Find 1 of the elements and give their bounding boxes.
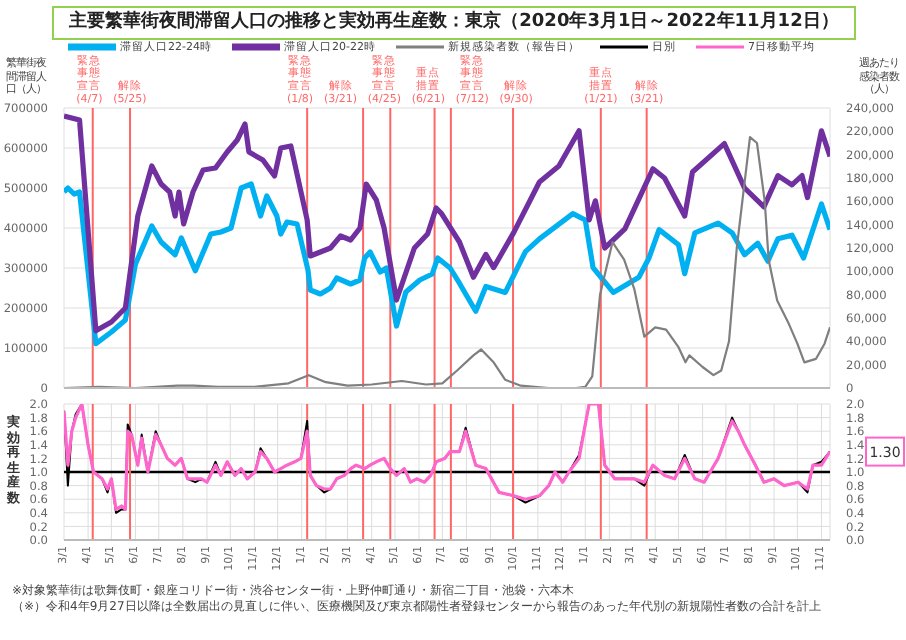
chart-title: 主要繁華街夜間滞留人口の推移と実効再生産数：東京（2020年3月1日～2022年11月12日） xyxy=(52,6,856,40)
